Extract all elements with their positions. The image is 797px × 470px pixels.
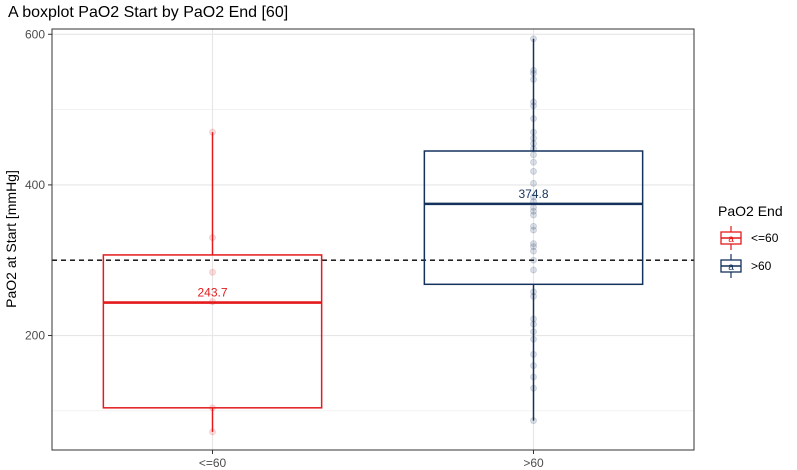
median-label: 243.7 xyxy=(197,286,227,300)
data-point xyxy=(530,384,537,392)
data-point xyxy=(530,328,537,336)
median-label: 374.8 xyxy=(518,187,548,201)
data-point xyxy=(530,320,537,328)
data-point xyxy=(530,226,537,234)
data-point xyxy=(209,128,216,136)
data-point xyxy=(530,417,537,425)
data-point xyxy=(530,128,537,136)
data-point xyxy=(530,151,537,159)
data-point xyxy=(530,102,537,110)
data-point xyxy=(530,288,537,296)
data-point xyxy=(530,197,537,205)
data-point xyxy=(530,193,537,201)
data-point xyxy=(530,335,537,343)
data-point xyxy=(530,292,537,300)
x-axis: <=60 >60 xyxy=(199,450,544,470)
data-point xyxy=(530,35,537,43)
data-point xyxy=(530,203,537,211)
data-point xyxy=(530,350,537,358)
boxes-layer: 243.7 374.8 xyxy=(102,35,644,436)
data-point xyxy=(530,373,537,381)
data-point xyxy=(530,75,537,83)
data-point xyxy=(530,211,537,219)
legend-title: PaO2 End xyxy=(718,203,783,219)
x-tick-label: <=60 xyxy=(199,456,227,470)
data-point xyxy=(530,145,537,153)
data-point xyxy=(530,139,537,147)
legend-entry: a >60 xyxy=(720,254,772,278)
data-point xyxy=(530,167,537,175)
data-point xyxy=(530,179,537,187)
data-point xyxy=(530,222,537,230)
legend-key-glyph: a xyxy=(728,234,734,245)
plot-border xyxy=(51,28,695,451)
data-point xyxy=(530,69,537,77)
data-point xyxy=(530,243,537,251)
data-point xyxy=(530,66,537,74)
data-point xyxy=(530,207,537,215)
legend: PaO2 End a <=60 a >60 xyxy=(718,203,783,278)
data-point xyxy=(530,362,537,370)
data-point xyxy=(209,428,216,436)
data-point xyxy=(530,158,537,166)
box xyxy=(423,150,644,286)
data-point xyxy=(209,404,216,412)
data-point xyxy=(530,315,537,323)
data-point xyxy=(209,298,216,306)
grid-lines xyxy=(52,29,694,450)
data-point xyxy=(530,115,537,123)
y-tick-label: 400 xyxy=(25,178,45,192)
y-axis: 200 400 600 xyxy=(25,27,52,343)
box xyxy=(102,254,323,409)
data-point xyxy=(530,256,537,264)
data-point xyxy=(209,234,216,242)
legend-label: >60 xyxy=(751,259,772,273)
chart-title: A boxplot PaO2 Start by PaO2 End [60] xyxy=(8,4,288,21)
data-point xyxy=(530,247,537,255)
plot-panel xyxy=(52,29,694,450)
y-tick-label: 600 xyxy=(25,27,45,41)
y-axis-label: PaO2 at Start [mmHg] xyxy=(3,170,19,308)
legend-label: <=60 xyxy=(751,231,779,245)
legend-key-glyph: a xyxy=(728,262,734,273)
x-tick-label: >60 xyxy=(523,456,544,470)
data-point xyxy=(209,268,216,276)
box-group: 374.8 xyxy=(423,35,644,425)
data-point xyxy=(530,240,537,248)
data-point xyxy=(530,134,537,142)
data-point xyxy=(530,266,537,274)
box-group: 243.7 xyxy=(102,128,323,436)
legend-entry: a <=60 xyxy=(720,226,779,250)
data-point xyxy=(530,98,537,106)
y-tick-label: 200 xyxy=(25,329,45,343)
